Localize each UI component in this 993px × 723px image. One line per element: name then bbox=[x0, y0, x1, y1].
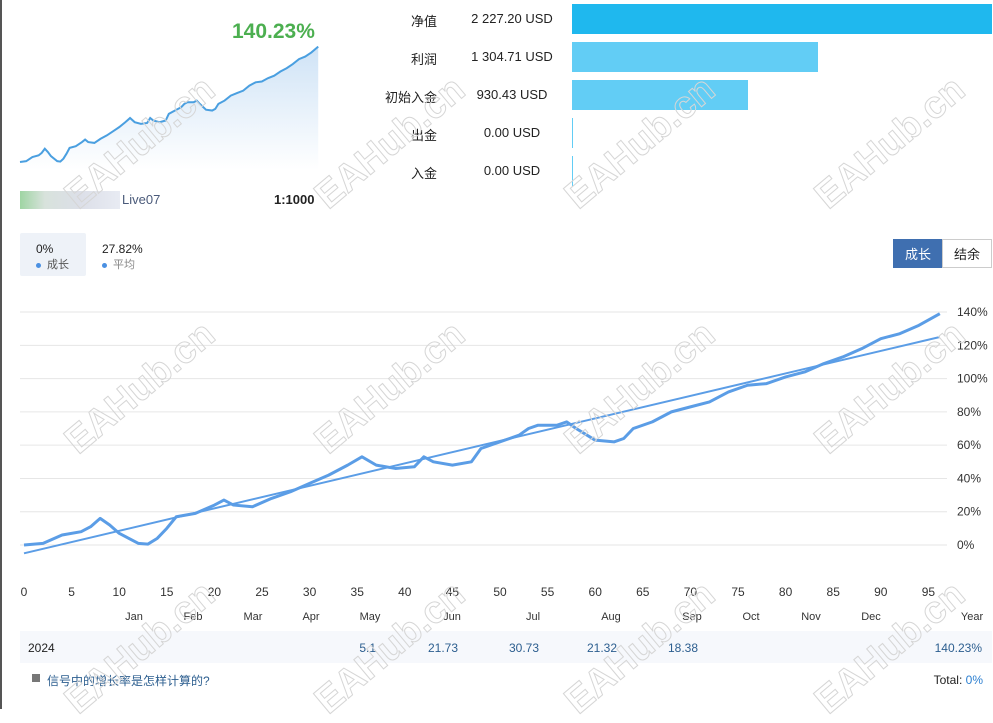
growth-line bbox=[23, 312, 941, 547]
stat-bar bbox=[572, 42, 819, 72]
x-tick-label: 15 bbox=[160, 585, 174, 599]
dot-icon bbox=[102, 262, 107, 268]
month-value: 30.73 bbox=[508, 641, 539, 655]
legend-average[interactable]: 27.82% 平均 bbox=[86, 233, 156, 276]
legend-growth-value: 0% bbox=[36, 242, 54, 256]
info-icon bbox=[32, 674, 40, 682]
month-header: Feb bbox=[183, 611, 203, 623]
month-header: Apr bbox=[302, 611, 320, 623]
stat-value: 1 304.71 USD bbox=[471, 49, 553, 64]
stat-bar bbox=[572, 156, 573, 186]
x-tick-label: 50 bbox=[493, 585, 507, 599]
month-header: Jul bbox=[525, 611, 541, 623]
month-header: Jun bbox=[443, 611, 461, 623]
account-name-blurred bbox=[20, 191, 120, 209]
month-value: 140.23% bbox=[934, 641, 982, 655]
x-tick-label: 45 bbox=[446, 585, 460, 599]
stat-label: 出金 bbox=[410, 128, 437, 143]
y-tick-label: 20% bbox=[957, 505, 981, 519]
month-value: 18.38 bbox=[667, 641, 698, 655]
dot-icon bbox=[36, 262, 41, 268]
total-value: 0% bbox=[965, 673, 983, 687]
leverage: 1:1000 bbox=[274, 192, 315, 207]
trend-line bbox=[23, 336, 941, 555]
legend-average-value: 27.82% bbox=[102, 242, 143, 256]
y-tick-label: 40% bbox=[957, 471, 981, 485]
x-tick-label: 20 bbox=[208, 585, 222, 599]
y-tick-label: 120% bbox=[957, 338, 988, 352]
watermark: EAHub.cn bbox=[807, 68, 974, 218]
legend-average-label: 平均 bbox=[113, 259, 135, 271]
x-tick-label: 75 bbox=[731, 585, 745, 599]
x-tick-label: 65 bbox=[636, 585, 650, 599]
stat-bar bbox=[572, 80, 748, 110]
total-growth: 140.23% bbox=[232, 20, 315, 43]
x-tick-label: 85 bbox=[827, 585, 841, 599]
stat-label: 入金 bbox=[410, 166, 437, 181]
stat-value: 930.43 USD bbox=[476, 87, 548, 102]
x-tick-label: 60 bbox=[589, 585, 603, 599]
year-label: 2024 bbox=[28, 641, 55, 655]
table-row bbox=[20, 631, 992, 663]
y-tick-label: 0% bbox=[957, 538, 975, 552]
help-link[interactable]: 信号中的增长率是怎样计算的? bbox=[47, 674, 210, 688]
x-tick-label: 90 bbox=[874, 585, 888, 599]
stat-bar bbox=[572, 4, 992, 34]
month-value: 21.73 bbox=[427, 641, 458, 655]
balance-button[interactable]: 结余 bbox=[942, 239, 992, 268]
x-tick-label: 25 bbox=[255, 585, 269, 599]
month-header: May bbox=[359, 611, 381, 623]
month-header: Jan bbox=[125, 611, 143, 623]
x-tick-label: 80 bbox=[779, 585, 793, 599]
x-tick-label: 95 bbox=[922, 585, 936, 599]
mini-chart-area bbox=[20, 46, 319, 170]
stat-value: 0.00 USD bbox=[483, 125, 541, 140]
stat-label: 初始入金 bbox=[384, 90, 437, 105]
legend-growth-label: 成长 bbox=[47, 259, 69, 271]
x-tick-label: 55 bbox=[541, 585, 555, 599]
x-tick-label: 5 bbox=[68, 585, 75, 599]
stat-bar bbox=[572, 118, 573, 148]
account-name: Live07 bbox=[122, 192, 161, 207]
month-header: Aug bbox=[601, 611, 621, 623]
stat-value: 2 227.20 USD bbox=[471, 11, 553, 26]
x-tick-label: 35 bbox=[351, 585, 365, 599]
y-tick-label: 140% bbox=[957, 305, 988, 319]
stat-value: 0.00 USD bbox=[483, 163, 541, 178]
x-tick-label: 30 bbox=[303, 585, 317, 599]
legend-growth[interactable]: 0% 成长 bbox=[20, 233, 86, 276]
x-tick-label: 70 bbox=[684, 585, 698, 599]
x-tick-label: 40 bbox=[398, 585, 412, 599]
month-header: Sep bbox=[682, 611, 702, 623]
month-value: 5.1 bbox=[359, 641, 376, 655]
total-label: Total: bbox=[933, 673, 963, 687]
y-tick-label: 100% bbox=[957, 372, 988, 386]
x-tick-label: 0 bbox=[21, 585, 28, 599]
growth-button[interactable]: 成长 bbox=[893, 239, 943, 268]
growth-chart: 0% 20% 40% 60% 80% 100% 120% 140% 0 5 10 15 20 25 30 35… bbox=[20, 305, 988, 599]
stat-label: 净值 bbox=[410, 14, 437, 29]
x-tick-label: 10 bbox=[113, 585, 127, 599]
month-header: Mar bbox=[243, 611, 263, 623]
y-tick-label: 60% bbox=[957, 438, 981, 452]
month-header: Dec bbox=[861, 611, 881, 623]
month-header: Year bbox=[960, 611, 984, 623]
mini-chart-line bbox=[19, 45, 319, 163]
month-header: Nov bbox=[801, 611, 821, 623]
stat-label: 利润 bbox=[410, 52, 437, 67]
month-header: Oct bbox=[742, 611, 760, 623]
month-value: 21.32 bbox=[586, 641, 617, 655]
mini-growth-chart bbox=[19, 45, 319, 170]
y-tick-label: 80% bbox=[957, 405, 981, 419]
